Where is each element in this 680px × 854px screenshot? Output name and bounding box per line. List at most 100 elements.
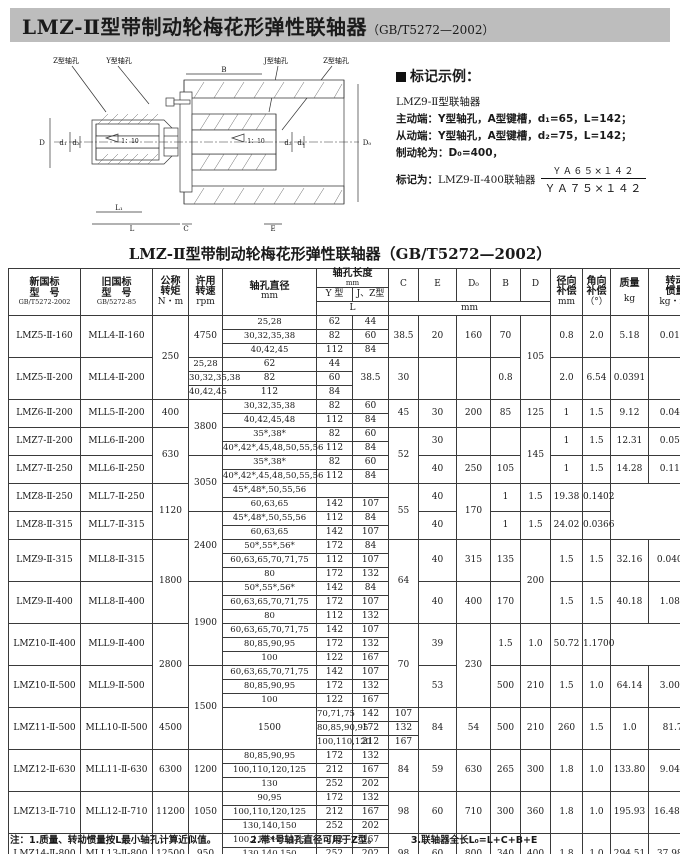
- cell-bore-diameter: 100,110,120,125: [222, 804, 317, 820]
- cell-angular-compensation: 1.5: [582, 398, 611, 428]
- cell-angular-compensation: 2.0: [550, 356, 583, 400]
- cell-old-model: MLL10-Ⅱ-500: [80, 706, 153, 750]
- cell-D: 200: [520, 538, 551, 624]
- table-row: 40*,42*,45,48,50,55,56 112 84: [9, 468, 680, 484]
- label-z-bore-left: Z型轴孔: [53, 56, 79, 65]
- table-row: LMZ12-Ⅱ-630 MLL11-Ⅱ-630 6300 1200 80,85,90,9…: [8, 748, 680, 792]
- cell-bore-diameter: 60,63,65,70,71,75: [222, 594, 317, 610]
- cell-E: 20: [418, 314, 457, 358]
- label-j-bore-right: J型轴孔: [263, 56, 288, 65]
- marking-line-5-model: LMZ9-Ⅱ-400联轴器: [438, 173, 536, 186]
- cell-old-model: MLL8-Ⅱ-315: [80, 538, 153, 582]
- cell-bore-diameter: 100: [222, 692, 317, 708]
- cell-bore-diameter: 40,42,45,48: [222, 412, 317, 428]
- cell-E: 40: [418, 538, 457, 582]
- cell-D: 300: [520, 748, 551, 792]
- cell-D: 170: [456, 482, 491, 540]
- cell-inertia: 0.1402: [582, 482, 615, 512]
- th-new-std-line2: 型 号: [29, 287, 60, 299]
- cell-old-model: MLL4-Ⅱ-200: [80, 356, 153, 400]
- cell-bore-length-y: 122: [316, 650, 353, 666]
- cell-D0: 200: [456, 398, 491, 428]
- cell-C: 52: [388, 426, 419, 484]
- cell-new-model: LMZ7-Ⅱ-250: [8, 454, 81, 484]
- cell-inertia: 0.0448: [648, 398, 680, 428]
- specification-table: 新国标 型 号 GB/T5272-2002 旧国标 型 号 GB/5272-85…: [8, 268, 680, 854]
- header-row-2: Y 型 J、Z型: [9, 286, 680, 302]
- th-bore-length: 轴孔长度 mm: [316, 268, 389, 288]
- cell-bore-diameter: 80,85,90,95: [222, 748, 317, 764]
- cell-radial-compensation: 0.8: [550, 314, 583, 358]
- cell-nominal-torque: 630: [152, 426, 189, 484]
- table-row: 130,140,150 252 202: [9, 846, 680, 854]
- cell-new-model: LMZ5-Ⅱ-160: [8, 314, 81, 358]
- table-row: LMZ8-Ⅱ-315 MLL7-Ⅱ-315 2400 45*,48*,50,55,56…: [8, 510, 680, 582]
- th-mass-label: 质量: [619, 278, 640, 290]
- th-y-type: Y 型: [316, 286, 353, 302]
- cell-bore-length-jz: 167: [352, 650, 389, 666]
- cell-D: 230: [456, 622, 491, 708]
- cell-old-model: MLL7-Ⅱ-250: [80, 482, 153, 512]
- cell-mass: 24.02: [550, 510, 583, 540]
- cell-angular-compensation: 1.5: [582, 580, 611, 624]
- cell-bore-diameter: 130: [222, 776, 317, 792]
- cell-D: 105: [520, 314, 551, 400]
- footer-notes: 注：1.质量、转动惯量按L最小轴孔计算近似值。 2.带*号轴孔直径可用于Z型。 3.…: [10, 832, 674, 846]
- cell-bore-length-y: 142: [352, 706, 389, 722]
- cell-bore-length-jz: 202: [352, 846, 389, 854]
- cell-C: 64: [388, 538, 419, 624]
- table-row: 30,32,35,38 82 60: [9, 370, 680, 386]
- table-row: 40,42,45 112 84: [9, 384, 680, 400]
- th-bore-len-unit: mm: [345, 278, 360, 287]
- th-nominal-torque: 公称 转矩 N・m: [152, 268, 189, 316]
- th-torque-unit: N・m: [157, 296, 184, 307]
- cell-bore-length-jz: 167: [352, 804, 389, 820]
- table-row: 40,42,45 112 84: [9, 342, 680, 358]
- cell-angular-compensation: 1.5: [520, 482, 551, 512]
- cell-bore-length-y: 112: [222, 384, 317, 400]
- th-torque-line1: 公称: [160, 275, 181, 287]
- cell-bore-length-y: 82: [316, 328, 353, 344]
- cell-new-model: LMZ12-Ⅱ-630: [8, 748, 81, 792]
- th-angular-compensation: 角向 补偿 （°）: [582, 268, 611, 316]
- cell-bore-length-y: 112: [316, 552, 353, 568]
- cell-allowable-speed: 1500: [222, 706, 317, 750]
- th-bore-diameter: 轴孔直径 mm: [222, 268, 317, 316]
- cell-bore-length-jz: [352, 482, 389, 498]
- cell-nominal-torque: 6300: [152, 748, 189, 792]
- cell-radial-compensation: 1.5: [582, 706, 611, 750]
- th-L: L: [316, 300, 389, 316]
- th-angular-unit: （°）: [585, 296, 608, 307]
- cell-radial-compensation: 0.8: [490, 356, 521, 400]
- cell-new-model: LMZ13-Ⅱ-710: [8, 790, 81, 834]
- table-row: LMZ8-Ⅱ-250 MLL7-Ⅱ-250 1120 45*,48*,50,55,56…: [8, 482, 680, 540]
- cell-C: 55: [388, 482, 419, 540]
- table-row: LMZ5-Ⅱ-200 MLL4-Ⅱ-200 25,28 62 44 38.5 30 0.8 2.…: [8, 356, 680, 400]
- cell-inertia: 9.0441: [648, 748, 680, 792]
- cell-bore-length-jz: 107: [352, 664, 389, 680]
- cell-bore-length-y: 62: [222, 356, 317, 372]
- table-row: LMZ9-Ⅱ-315 MLL8-Ⅱ-315 1800 50*,55*,56* 172 84…: [8, 538, 680, 624]
- cell-bore-length-y: 172: [316, 566, 353, 582]
- table-row: LMZ10-Ⅱ-400 MLL9-Ⅱ-400 2800 60,63,65,70,71,…: [8, 622, 680, 708]
- cell-bore-length-y: 112: [316, 608, 353, 624]
- cell-inertia: 0.1189: [648, 454, 680, 484]
- th-old-std-line1: 旧国标: [101, 277, 132, 289]
- cell-bore-length-y: 112: [316, 510, 353, 526]
- cell-radial-compensation: 1.5: [550, 664, 583, 708]
- cell-bore-length-y: 172: [316, 636, 353, 652]
- cell-mass: 5.18: [610, 314, 649, 358]
- table-row: 60,63,65,70,71,75 112 107: [9, 552, 680, 568]
- cell-radial-compensation: 1.5: [550, 580, 583, 624]
- table-body: LMZ5-Ⅱ-160 MLL4-Ⅱ-160 250 4750 25,28 62 44 38.5…: [8, 314, 680, 854]
- cell-new-model: LMZ7-Ⅱ-200: [8, 426, 81, 456]
- cell-old-model: MLL11-Ⅱ-630: [80, 748, 153, 792]
- cell-bore-length-y: 62: [316, 314, 353, 330]
- cell-bore-length-y: 172: [316, 678, 353, 694]
- cell-allowable-speed: 1500: [188, 664, 223, 750]
- cell-bore-length-y: 82: [316, 426, 353, 442]
- cell-C: 38.5: [388, 314, 419, 358]
- cell-D0: 160: [456, 314, 491, 358]
- cell-inertia: 0.04039: [648, 538, 680, 582]
- cell-inertia: 1.0863: [648, 580, 680, 624]
